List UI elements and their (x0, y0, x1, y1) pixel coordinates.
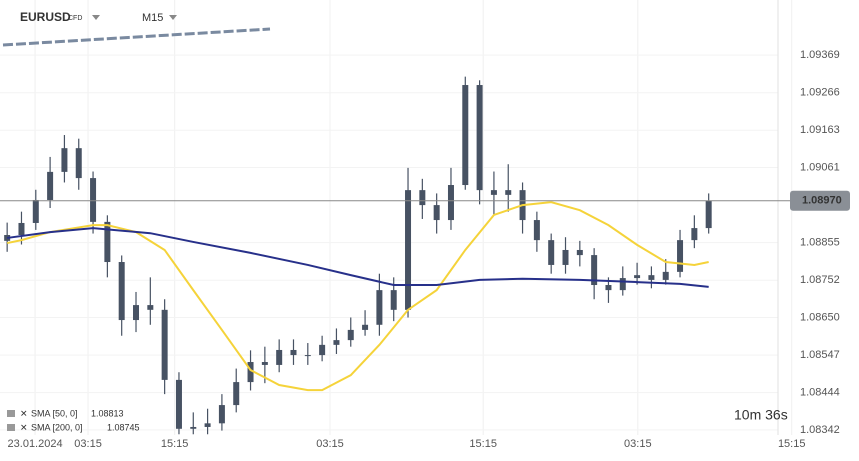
instrument-type: CFD (68, 15, 82, 22)
y-tick-label: 1.08855 (800, 237, 840, 249)
candle-body (133, 305, 140, 321)
x-tick-label: 03:15 (74, 438, 102, 450)
sma-line (7, 227, 709, 288)
candle-body (347, 329, 354, 341)
candle-body (677, 240, 684, 272)
candle-body (104, 221, 111, 263)
plot (4, 76, 712, 435)
candle-body (276, 349, 283, 365)
legend-icon (7, 424, 15, 431)
timeframe[interactable]: M15 (142, 12, 163, 24)
candle-body (433, 205, 440, 221)
candle-body (218, 405, 225, 424)
candle-body (61, 148, 68, 172)
dropdown-arrow[interactable] (92, 15, 100, 20)
candle-body (247, 362, 254, 383)
candle-body (362, 324, 369, 330)
y-tick-label: 1.08342 (800, 424, 840, 436)
candle-body (333, 340, 340, 345)
candle-body (705, 200, 712, 229)
legend-icon (7, 410, 15, 417)
candle-body (190, 426, 197, 429)
x-tick-label: 23.01.2024 (8, 438, 63, 450)
candle-body (261, 362, 268, 365)
y-tick-label: 1.08752 (800, 274, 840, 286)
candle-body (4, 235, 11, 241)
candle-body (505, 190, 512, 195)
candle-body (605, 285, 612, 291)
y-tick-label: 1.09266 (800, 87, 840, 99)
candle-body (476, 85, 483, 191)
candle-body (648, 275, 655, 280)
x-tick-label: 03:15 (624, 438, 652, 450)
candle-body (405, 190, 412, 310)
y-tick-label: 1.09369 (800, 49, 840, 61)
candle-body (47, 171, 54, 200)
candle-body (619, 278, 626, 291)
candle-body (562, 249, 569, 265)
y-tick-label: 1.09061 (800, 161, 840, 173)
candle-body (447, 185, 454, 221)
x-tick-label: 15:15 (778, 438, 806, 450)
last-price-box (790, 190, 850, 211)
candle-body (691, 228, 698, 241)
candle-body (147, 305, 154, 310)
candle-body (161, 309, 168, 380)
x-tick-label: 03:15 (316, 438, 344, 450)
candle-body (175, 379, 182, 429)
x-tick-label: 15:15 (469, 438, 497, 450)
candle-body (634, 275, 641, 279)
y-tick-label: 1.08547 (800, 349, 840, 361)
candle-body (462, 85, 469, 186)
candle-body (304, 355, 311, 357)
candle-body (548, 240, 555, 265)
candle-body (490, 190, 497, 195)
candle-body (533, 220, 540, 241)
candle-body (204, 423, 211, 427)
candle-body (18, 222, 25, 236)
dropdown-arrow[interactable] (169, 15, 177, 20)
legend-close: ✕ (20, 422, 28, 432)
legend-value: 1.08745 (107, 422, 140, 432)
sma-line (6, 201, 709, 392)
legend-name: SMA [200, 0] (31, 422, 83, 432)
candle-body (662, 271, 669, 280)
candle-body (419, 190, 426, 206)
last-price-label: 1.08970 (802, 195, 842, 207)
candle-body (376, 290, 383, 325)
candle-body (90, 178, 97, 222)
candle-body (319, 344, 326, 356)
candle-body (290, 349, 297, 356)
countdown: 10m 36s (734, 407, 788, 423)
legend-value: 1.08813 (91, 408, 124, 418)
candle-body (591, 255, 598, 286)
y-tick-label: 1.09163 (800, 124, 840, 136)
candle-body (233, 382, 240, 406)
candle-body (32, 199, 39, 223)
x-tick-label: 15:15 (161, 438, 189, 450)
candle-body (75, 148, 82, 179)
trend-line[interactable] (2, 27, 271, 47)
legend-close: ✕ (20, 408, 28, 418)
symbol[interactable]: EURUSD (20, 10, 71, 24)
y-tick-label: 1.08650 (800, 311, 840, 323)
candle-body (576, 249, 583, 256)
legend-name: SMA [50, 0] (31, 408, 78, 418)
candle-body (390, 290, 397, 310)
candle-body (118, 262, 125, 321)
grid (0, 0, 793, 435)
y-tick-label: 1.08444 (800, 387, 840, 399)
